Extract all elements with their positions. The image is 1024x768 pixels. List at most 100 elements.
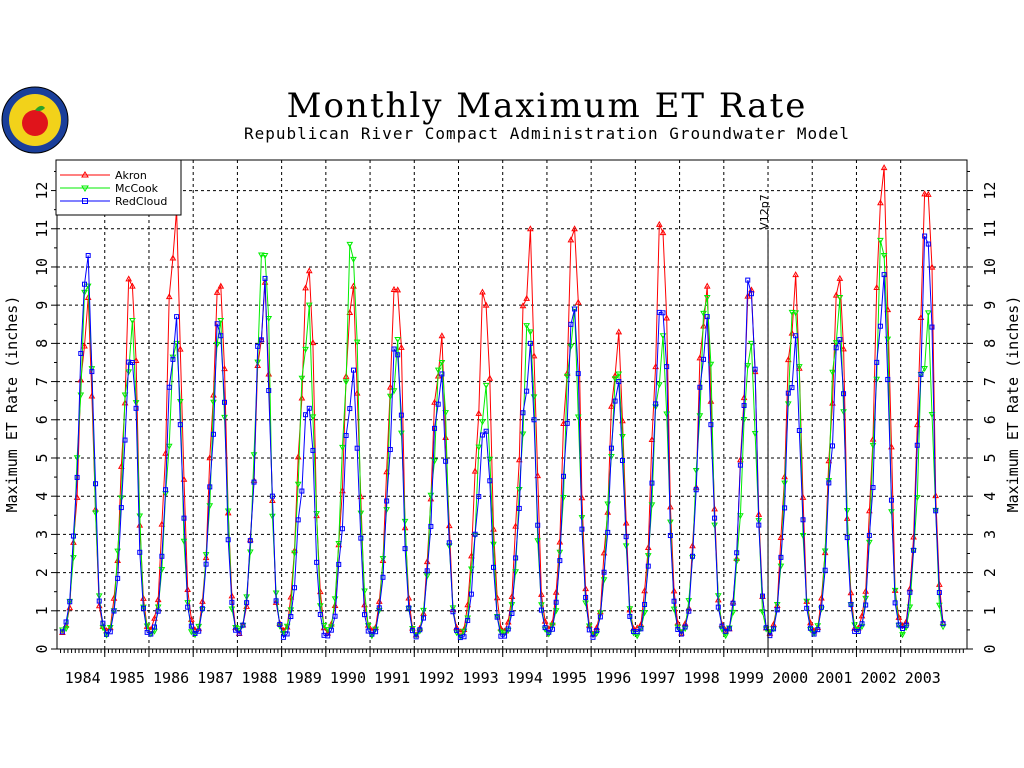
data-point-redcloud [122, 437, 128, 443]
data-point-mccook [438, 359, 446, 367]
data-point-redcloud [815, 627, 821, 633]
grid-lines [57, 160, 967, 649]
data-point-redcloud [236, 630, 242, 636]
x-tick-label: 1988 [241, 669, 277, 687]
data-point-redcloud [137, 549, 143, 555]
data-point-redcloud [579, 526, 585, 532]
data-point-mccook [258, 252, 265, 259]
legend-marker-akron [81, 171, 89, 178]
data-point-mccook [913, 495, 921, 502]
x-tick-label: 1994 [507, 669, 543, 687]
data-point-mccook [799, 533, 807, 540]
data-point-redcloud [841, 391, 847, 397]
data-point-mccook [611, 376, 619, 383]
data-point-redcloud [594, 628, 600, 634]
data-point-redcloud [505, 626, 511, 632]
data-point-redcloud [774, 607, 780, 613]
data-point-redcloud [730, 600, 736, 606]
y-tick-label: 1 [981, 606, 999, 615]
data-point-redcloud [81, 281, 87, 287]
data-point-redcloud [568, 321, 574, 327]
x-tick-labels: 1984 1985 1986 1987 1988 1989 1990 1991 1992 1993… [65, 669, 941, 687]
data-point-redcloud [465, 617, 471, 623]
data-point-redcloud [785, 390, 791, 396]
data-point-redcloud [759, 593, 765, 599]
data-point-mccook [880, 253, 888, 260]
data-point-mccook [924, 310, 932, 317]
data-point-akron [611, 372, 619, 379]
y-tick-label: 1 [33, 606, 51, 615]
data-point-mccook [832, 340, 840, 347]
data-point-mccook [939, 624, 947, 631]
x-tick-label: 1993 [463, 669, 499, 687]
y-tick-label: 5 [33, 453, 51, 462]
data-point-redcloud [155, 608, 161, 614]
data-point-redcloud [199, 606, 205, 612]
data-point-mccook [523, 323, 531, 330]
data-point-akron [81, 342, 88, 349]
y-tick-label: 4 [33, 492, 51, 501]
data-point-redcloud [93, 481, 99, 487]
x-tick-label: 1999 [728, 669, 764, 687]
data-point-redcloud [358, 535, 364, 541]
data-point-redcloud [572, 306, 578, 312]
data-point-redcloud [723, 628, 729, 634]
data-point-redcloud [196, 628, 202, 634]
data-point-redcloud [689, 553, 695, 559]
data-point-redcloud [863, 602, 869, 608]
data-point-redcloud [671, 598, 677, 604]
data-point-redcloud [233, 627, 239, 633]
data-point-redcloud [907, 589, 913, 595]
data-point-redcloud [800, 517, 806, 523]
data-point-redcloud [896, 622, 902, 628]
x-tick-label: 1989 [286, 669, 322, 687]
plot-frame [56, 159, 968, 650]
data-point-redcloud [664, 364, 670, 370]
data-point-redcloud [737, 462, 743, 468]
data-point-akron [928, 263, 936, 270]
legend-label-redcloud: RedCloud [115, 195, 167, 208]
apple-leaf-icon [35, 105, 45, 112]
data-point-redcloud [295, 517, 301, 523]
data-point-redcloud [546, 629, 552, 635]
data-point-mccook [597, 610, 604, 617]
data-point-redcloud [502, 633, 508, 639]
data-point-redcloud [240, 622, 246, 628]
data-point-mccook [928, 412, 936, 419]
data-point-akron [836, 274, 844, 281]
data-point-akron [924, 190, 932, 197]
x-tick-label: 1991 [374, 669, 410, 687]
data-point-redcloud [472, 531, 478, 537]
data-point-redcloud [376, 605, 382, 611]
x-tick-label: 1998 [684, 669, 720, 687]
data-point-redcloud [575, 371, 581, 377]
y-tick-label: 6 [981, 415, 999, 424]
data-point-akron [169, 254, 177, 261]
data-point-redcloud [214, 321, 220, 327]
data-point-redcloud [317, 611, 323, 617]
y-tick-label: 0 [33, 644, 51, 653]
data-point-redcloud [420, 615, 426, 621]
data-point-redcloud [627, 613, 633, 619]
data-point-akron [217, 282, 225, 289]
data-point-mccook [508, 602, 516, 609]
data-point-redcloud [605, 529, 611, 535]
data-point-redcloud [258, 337, 264, 343]
data-point-mccook [434, 367, 442, 374]
data-point-akron [921, 190, 928, 197]
data-point-redcloud [940, 621, 946, 627]
data-point-redcloud [678, 631, 684, 637]
data-point-redcloud [590, 634, 596, 640]
data-point-redcloud [59, 629, 65, 635]
data-point-redcloud [255, 343, 261, 349]
data-point-redcloud [789, 385, 795, 391]
data-point-redcloud [310, 447, 316, 453]
data-point-redcloud [406, 605, 412, 611]
data-point-mccook [165, 443, 173, 450]
data-point-akron [515, 456, 523, 463]
data-point-redcloud [782, 505, 788, 511]
data-point-mccook [202, 552, 210, 559]
data-point-redcloud [922, 233, 928, 239]
data-point-akron [394, 286, 402, 293]
data-point-redcloud [535, 522, 541, 528]
